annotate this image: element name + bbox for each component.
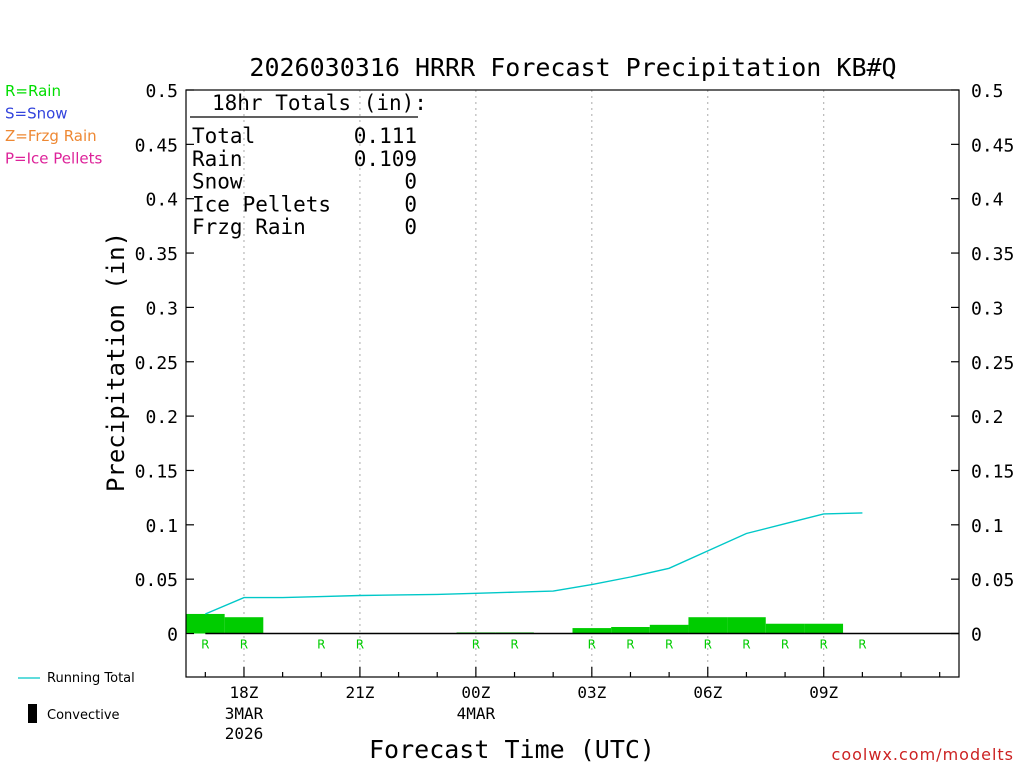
precip-type-symbol: R [626,638,634,652]
running-total-legend-label: Running Total [47,671,135,686]
y-tick-label-left: 0.2 [145,407,178,428]
y-tick-label-right: 0.5 [971,81,1004,102]
totals-row-value: 0.111 [354,124,417,148]
convective-legend-label: Convective [47,708,120,723]
vertical-grid-lines [243,90,825,677]
y-tick-label-left: 0.35 [135,244,178,265]
precip-type-symbol: R [240,638,248,652]
precip-type-legend-item: S=Snow [5,105,68,123]
plot-frame [185,89,960,678]
totals-row-label: Frzg Rain [192,215,306,239]
y-axis-label: Precipitation (in) [102,232,130,492]
totals-heading: 18hr Totals (in): [212,91,427,115]
convective-legend-swatch [28,704,37,723]
y-tick-label-right: 0.2 [971,407,1004,428]
precip-bar [688,617,728,634]
precip-bar [186,613,225,634]
totals-row-value: 0 [404,170,417,194]
precip-type-legend: R=Rain S=Snow Z=Frzg Rain P=Ice Pellets [5,82,102,168]
chart-title: 2026030316 HRRR Forecast Precipitation K… [249,53,896,82]
x-tick-date: 3MAR [225,704,264,723]
precip-type-legend-item: P=Ice Pellets [5,150,102,168]
x-tick-label: 00Z [461,683,490,702]
x-tick-date: 4MAR [457,704,496,723]
precip-bars [186,613,844,634]
series-legend: Running Total Convective [18,671,135,723]
precip-bar [572,628,612,634]
y-tick-label-right: 0.15 [971,461,1014,482]
credit-text: coolwx.com/modelts [832,745,1014,764]
x-tick-label: 06Z [693,683,722,702]
precip-type-symbol: R [781,638,789,652]
x-tick-label: 03Z [577,683,606,702]
precip-type-symbol: R [510,638,518,652]
x-tick-label: 18Z [230,683,259,702]
totals-rows: Total 0.111 Rain 0.109 Snow 0 Ice Pellets 0 Frzg… [192,124,417,239]
precip-bar [649,624,689,634]
totals-row-value: 0.109 [354,147,417,171]
y-tick-label-right: 0.45 [971,135,1014,156]
precip-type-symbol: R [820,638,828,652]
precip-type-legend-item: R=Rain [5,82,61,100]
precip-type-symbol: R [356,638,364,652]
y-tick-label-left: 0.3 [145,298,178,319]
totals-row-value: 0 [404,192,417,216]
x-tick-label: 21Z [345,683,374,702]
x-axis-label: Forecast Time (UTC) [369,735,655,764]
totals-row-label: Rain [192,147,243,171]
y-tick-label-right: 0.1 [971,516,1004,537]
y-tick-label-left: 0.45 [135,135,178,156]
precip-bar [804,623,844,634]
precip-bar [727,617,766,634]
totals-row-value: 0 [404,215,417,239]
x-tick-year: 2026 [225,724,264,743]
totals-row-label: Total [192,124,255,148]
precip-bar [611,626,650,634]
y-tick-label-right: 0.3 [971,298,1004,319]
y-tick-label-right: 0.05 [971,570,1014,591]
x-tick-label: 09Z [809,683,838,702]
y-tick-label-left: 0.15 [135,461,178,482]
precip-type-symbol: R [201,638,209,652]
precip-type-symbol: R [665,638,673,652]
running-total-line [205,512,863,615]
y-tick-label-left: 0 [167,625,178,646]
y-axis-ticks: 0.5 0.5 0.45 0.45 0.4 0.4 0.35 0.35 0.3 0.3 0.25 0.… [135,81,1015,646]
precip-type-symbol: R [588,638,596,652]
y-tick-label-left: 0.25 [135,353,178,374]
y-tick-label-right: 0.35 [971,244,1014,265]
y-tick-label-left: 0.1 [145,516,178,537]
precip-type-symbol: R [704,638,712,652]
precip-type-symbol: R [317,638,325,652]
y-tick-label-right: 0 [971,625,982,646]
precip-bar [765,623,805,634]
y-tick-label-left: 0.4 [145,190,178,211]
precip-bar [224,617,264,634]
precip-type-symbol: R [858,638,866,652]
totals-row-label: Ice Pellets [192,192,331,216]
y-tick-label-left: 0.05 [135,570,178,591]
y-tick-label-right: 0.4 [971,190,1004,211]
y-tick-label-left: 0.5 [145,81,178,102]
totals-box: 18hr Totals (in): Total 0.111 Rain 0.109 Sno… [190,91,427,239]
y-tick-label-right: 0.25 [971,353,1014,374]
precip-type-symbol: R [472,638,480,652]
totals-row-label: Snow [192,170,243,194]
precip-type-legend-item: Z=Frzg Rain [5,127,97,145]
precip-type-symbol: R [742,638,750,652]
